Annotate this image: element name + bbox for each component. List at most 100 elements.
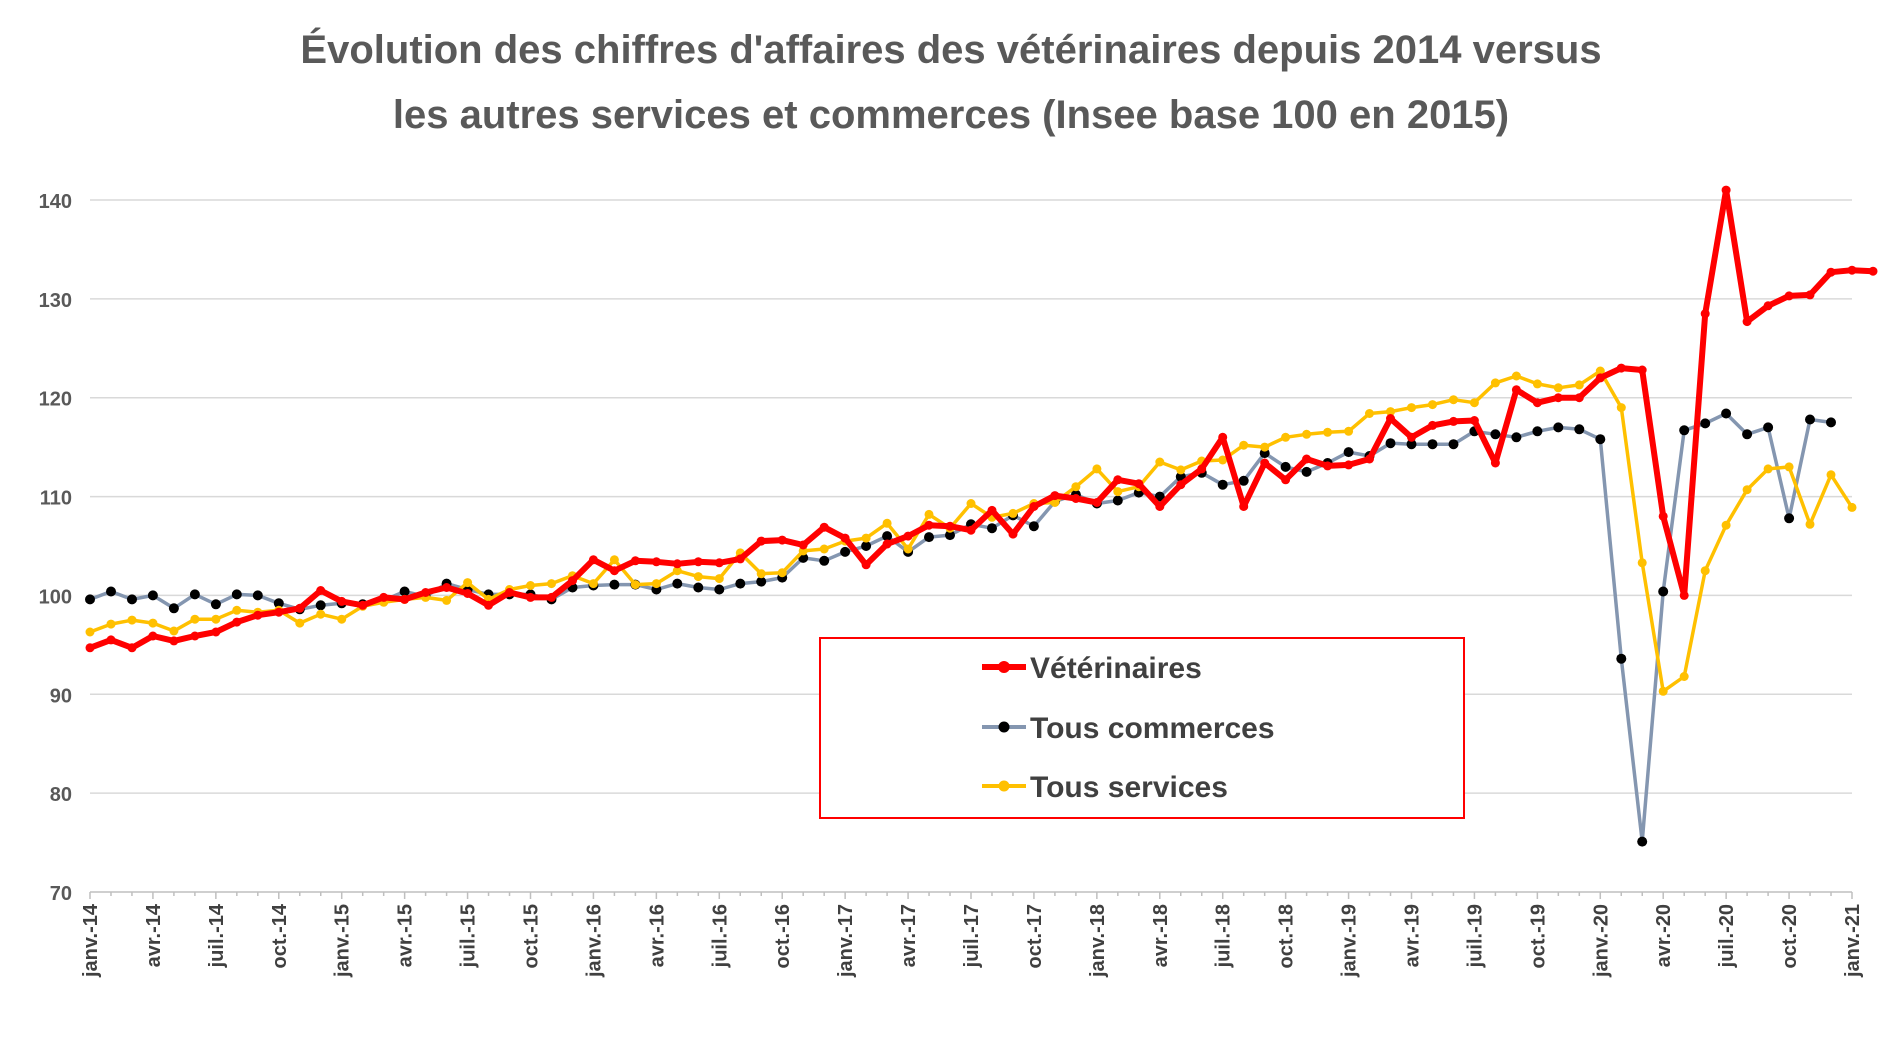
data-point-tous-services (211, 614, 221, 624)
data-point-tous-services (1428, 400, 1437, 410)
x-tick-label: oct.-19 (1527, 904, 1549, 968)
data-point-tous-services (106, 619, 116, 629)
data-point-tous-commerces (315, 600, 326, 611)
data-point-veterinaires (714, 558, 724, 568)
data-point-tous-commerces (1826, 417, 1836, 428)
data-point-tous-commerces (168, 603, 179, 614)
data-point-tous-services (924, 509, 934, 519)
y-tick-label: 100 (39, 586, 72, 608)
legend-box (819, 637, 1465, 819)
data-point-tous-commerces (1385, 438, 1396, 449)
data-point-tous-services (442, 595, 452, 605)
y-tick-label: 70 (50, 883, 72, 905)
data-point-veterinaires (1260, 458, 1270, 468)
data-point-veterinaires (588, 555, 598, 565)
data-point-veterinaires (1239, 502, 1249, 511)
data-point-tous-commerces (1406, 439, 1417, 450)
data-point-tous-commerces (693, 582, 704, 593)
x-tick-label: janv.-17 (835, 904, 857, 978)
data-point-veterinaires (505, 588, 514, 597)
data-point-veterinaires (651, 557, 661, 567)
data-point-tous-services (1407, 403, 1416, 413)
data-point-tous-services (1637, 558, 1647, 568)
data-point-tous-commerces (924, 532, 934, 543)
data-point-tous-commerces (1553, 422, 1564, 433)
data-point-tous-services (1449, 395, 1458, 405)
data-point-veterinaires (1637, 365, 1647, 375)
data-point-tous-services (1176, 465, 1186, 475)
data-point-tous-commerces (252, 590, 263, 601)
data-point-tous-commerces (1280, 461, 1291, 472)
x-tick-label: janv.-20 (1590, 904, 1612, 978)
x-tick-label: juil.-16 (709, 904, 731, 968)
data-point-veterinaires (1679, 590, 1689, 600)
x-tick-label: oct.-14 (269, 903, 291, 968)
data-point-veterinaires (526, 592, 535, 602)
data-point-veterinaires (190, 631, 200, 641)
data-point-tous-services (463, 578, 473, 588)
data-point-tous-commerces (1679, 425, 1690, 436)
data-point-tous-services (1344, 426, 1354, 436)
data-point-tous-services (232, 605, 242, 615)
chart-title-line-1: Évolution des chiffres d'affaires des vé… (300, 27, 1601, 72)
data-point-veterinaires (442, 583, 452, 592)
data-point-veterinaires (1302, 454, 1312, 464)
x-tick-label: juil.-15 (458, 904, 480, 968)
data-point-veterinaires (379, 592, 389, 602)
data-point-tous-services (547, 579, 556, 589)
data-point-tous-services (651, 579, 661, 589)
data-point-tous-services (1218, 455, 1228, 465)
y-tick-label: 120 (39, 389, 72, 411)
data-point-veterinaires (1365, 454, 1374, 464)
data-point-tous-commerces (1637, 836, 1648, 847)
data-point-veterinaires (987, 505, 997, 515)
data-point-tous-commerces (756, 576, 767, 587)
data-point-tous-services (1490, 378, 1500, 388)
data-point-veterinaires (1868, 266, 1878, 276)
x-tick-label: oct.-15 (521, 904, 543, 968)
data-point-tous-commerces (1805, 414, 1815, 425)
data-point-veterinaires (1029, 502, 1039, 511)
data-point-tous-services (966, 499, 976, 508)
data-point-tous-services (756, 569, 766, 579)
data-point-tous-services (148, 618, 158, 628)
data-point-tous-commerces (1532, 426, 1543, 437)
data-point-tous-services (1847, 502, 1857, 512)
data-point-veterinaires (1784, 291, 1794, 301)
data-point-veterinaires (1616, 363, 1626, 373)
x-tick-label: avr.-18 (1150, 904, 1172, 967)
data-point-veterinaires (421, 588, 431, 597)
data-point-veterinaires (777, 535, 787, 545)
data-point-veterinaires (1428, 420, 1437, 430)
data-point-tous-commerces (127, 594, 137, 605)
data-point-tous-services (127, 615, 137, 625)
data-point-veterinaires (903, 531, 913, 541)
data-point-tous-commerces (189, 589, 200, 600)
data-point-tous-commerces (840, 546, 851, 557)
data-point-tous-commerces (1217, 479, 1228, 490)
data-point-tous-commerces (672, 578, 683, 589)
data-point-tous-services (1239, 440, 1249, 450)
data-point-tous-services (1784, 462, 1794, 472)
data-point-tous-services (630, 580, 640, 590)
data-point-tous-services (714, 574, 724, 584)
data-point-tous-services (1616, 403, 1626, 413)
x-tick-label: janv.-15 (332, 904, 354, 978)
data-point-veterinaires (966, 525, 976, 535)
data-point-veterinaires (882, 539, 892, 549)
data-point-veterinaires (1092, 498, 1102, 507)
data-point-tous-services (169, 626, 179, 636)
y-tick-label: 90 (50, 685, 72, 707)
data-point-tous-commerces (1448, 439, 1459, 450)
data-point-tous-services (1071, 482, 1081, 492)
x-tick-label: oct.-18 (1276, 904, 1298, 968)
data-point-tous-services (1155, 457, 1165, 467)
x-tick-label: janv.-18 (1087, 904, 1109, 978)
data-point-tous-services (882, 518, 892, 528)
data-point-veterinaires (630, 556, 640, 566)
data-point-tous-services (1742, 485, 1752, 495)
data-point-veterinaires (945, 521, 955, 531)
data-point-veterinaires (1281, 475, 1291, 485)
data-point-tous-commerces (1574, 424, 1585, 435)
x-tick-label: juil.-14 (206, 903, 228, 968)
